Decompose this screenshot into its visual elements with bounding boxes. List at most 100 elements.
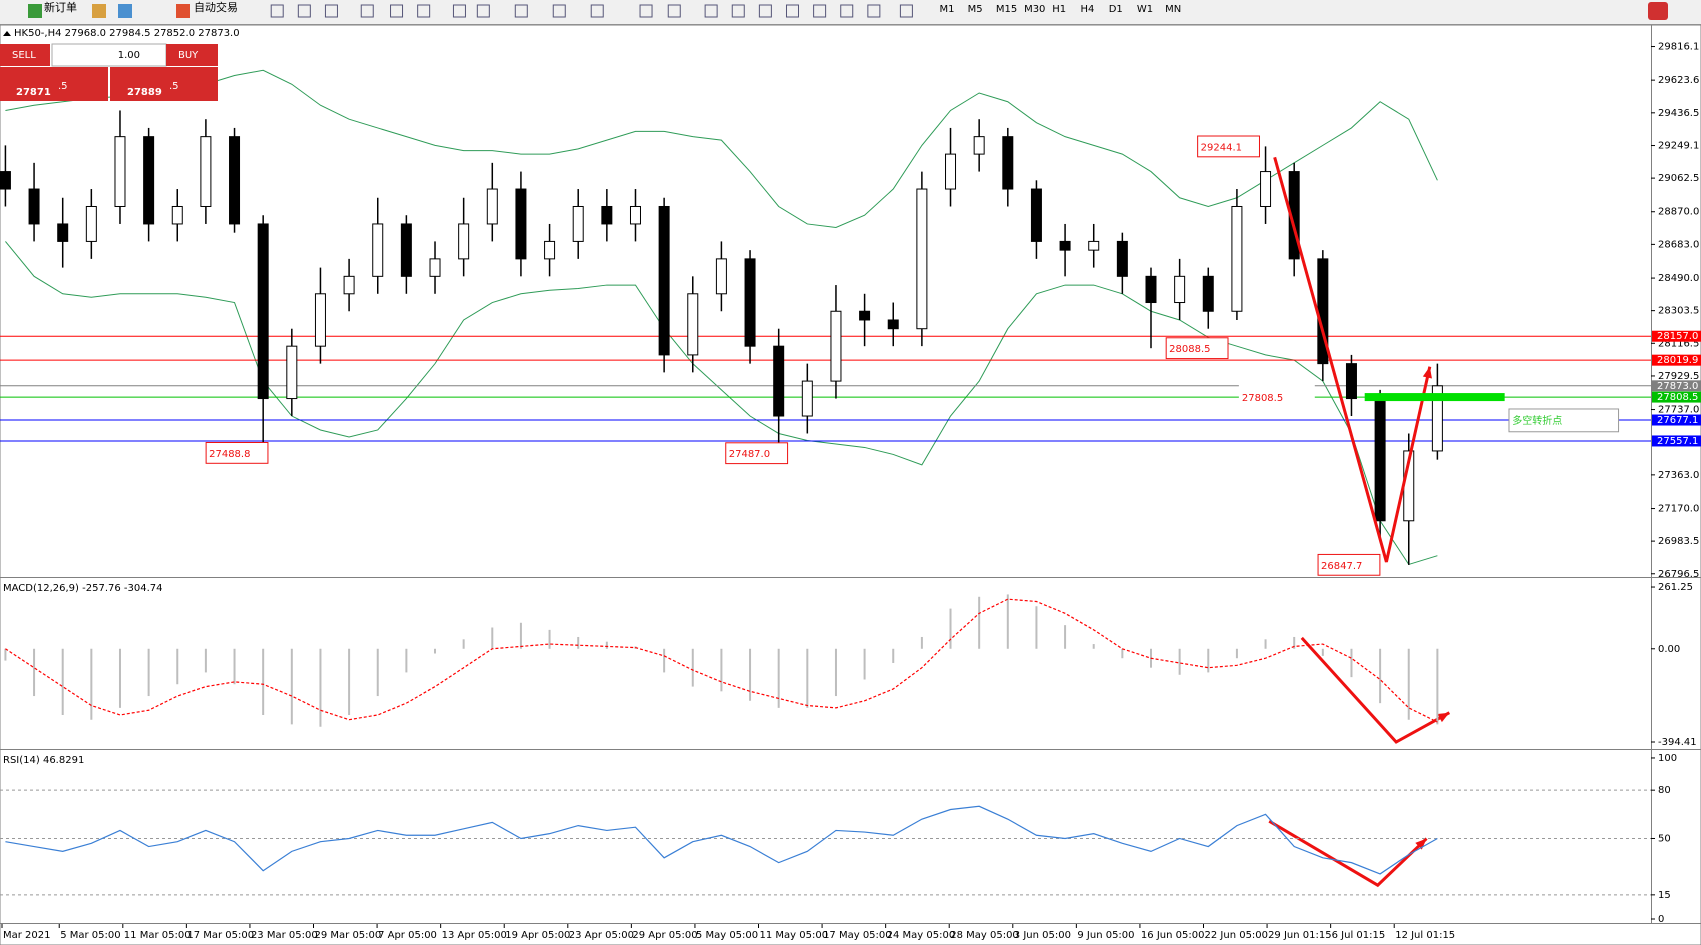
time-label: 29 Mar 05:00 (315, 930, 382, 941)
time-label: 9 Jun 05:00 (1077, 930, 1134, 941)
toolbar-icon[interactable] (639, 4, 653, 18)
timeframe-button[interactable]: H4 (1080, 4, 1094, 15)
time-label: 12 Jul 01:15 (1395, 930, 1455, 941)
macd-arrow (1300, 636, 1451, 744)
toolbar-icon[interactable] (297, 4, 311, 18)
y-tick-label: 27737.0 (1658, 405, 1699, 416)
timeframe-button[interactable]: H1 (1052, 4, 1066, 15)
sell-button[interactable] (0, 44, 50, 66)
time-label: 23 Apr 05:00 (569, 930, 634, 941)
toolbar-icon[interactable] (118, 4, 132, 18)
toolbar-icon[interactable] (704, 4, 718, 18)
candle-body (286, 345, 298, 400)
price-annotation-box (1165, 337, 1229, 360)
toolbar-icon[interactable] (514, 4, 528, 18)
volume-value[interactable]: 1.00 (118, 50, 140, 61)
timeframe-button[interactable]: W1 (1137, 4, 1153, 15)
candle-body (629, 205, 641, 225)
toolbar-icon[interactable] (452, 4, 466, 18)
alert-icon[interactable] (1648, 2, 1668, 20)
y-tick-label: 27929.5 (1658, 371, 1699, 382)
auto-trading-icon[interactable] (176, 4, 190, 18)
time-label: 17 Mar 05:00 (187, 930, 254, 941)
candle-body (257, 223, 269, 400)
buy-label[interactable]: BUY (178, 50, 199, 61)
candle-body (658, 205, 670, 356)
buy-button[interactable] (166, 44, 218, 66)
rsi-line (5, 805, 1438, 875)
candle-body (1374, 398, 1386, 522)
timeframe-button[interactable]: D1 (1109, 4, 1123, 15)
toolbar-icon[interactable] (390, 4, 404, 18)
price-annotation-box (725, 442, 789, 465)
timeframe-button[interactable]: M30 (1024, 4, 1045, 15)
price-annotation-box (205, 441, 269, 464)
y-tick-label: 29623.6 (1658, 75, 1699, 86)
toolbar (0, 0, 1701, 24)
timeframe-button[interactable]: M5 (968, 4, 983, 15)
new-order-icon[interactable] (28, 4, 42, 18)
toolbar-icon[interactable] (476, 4, 490, 18)
candle-body (229, 136, 241, 225)
price-annotation: 26847.7 (1321, 561, 1362, 572)
candle-body (830, 310, 842, 382)
timeframe-button[interactable]: M15 (996, 4, 1017, 15)
toolbar-icon[interactable] (590, 4, 604, 18)
candle-body (859, 310, 871, 321)
toolbar-icon[interactable] (899, 4, 913, 18)
timeframe-button[interactable]: MN (1165, 4, 1181, 15)
toolbar-icon[interactable] (360, 4, 374, 18)
candle-body (57, 223, 69, 242)
toolbar-icon[interactable] (731, 4, 745, 18)
sell-label[interactable]: SELL (12, 50, 36, 61)
toolbar-icon[interactable] (324, 4, 338, 18)
price-level-label: 28019.9 (1657, 355, 1698, 366)
ask-price: 27889 (127, 87, 162, 98)
candle-body (1174, 275, 1186, 304)
price-level-label: 27808.5 (1657, 392, 1698, 403)
candle-body (1231, 205, 1243, 312)
volume-input[interactable] (51, 43, 167, 67)
y-tick-label: 50 (1658, 833, 1671, 844)
time-label: 13 Apr 05:00 (442, 930, 507, 941)
candle-body (715, 258, 727, 295)
rsi-title: RSI(14) 46.8291 (3, 755, 84, 766)
ask-box[interactable] (110, 67, 218, 101)
time-label: 5 Mar 05:00 (60, 930, 120, 941)
toolbar-icon[interactable] (270, 4, 284, 18)
candle-body (400, 223, 412, 277)
y-tick-label: 29816.1 (1658, 42, 1699, 53)
toolbar-icon[interactable] (785, 4, 799, 18)
candle-body (601, 205, 613, 225)
y-tick-label: 28490.0 (1658, 273, 1699, 284)
time-label: 28 May 05:00 (950, 930, 1019, 941)
toolbar-icon[interactable] (92, 4, 106, 18)
toolbar-icon[interactable] (840, 4, 854, 18)
y-tick-label: 28870.0 (1658, 207, 1699, 218)
new-order-button[interactable]: 新订单 (44, 0, 77, 14)
candle-body (1088, 240, 1100, 251)
price-annotation-box (1197, 135, 1260, 158)
timeframe-button[interactable]: M1 (939, 4, 954, 15)
time-label: 17 May 05:00 (823, 930, 892, 941)
toolbar-icon[interactable] (813, 4, 827, 18)
toolbar-icon[interactable] (867, 4, 881, 18)
toolbar-icon[interactable] (552, 4, 566, 18)
price-level-box (1652, 435, 1701, 447)
bid-box[interactable] (0, 67, 108, 101)
macd-signal (5, 598, 1438, 723)
candle-body (85, 205, 97, 242)
toolbar-icon[interactable] (417, 4, 431, 18)
candle-body (143, 136, 155, 225)
toolbar-icon[interactable] (667, 4, 681, 18)
candle-body (544, 240, 556, 260)
price-level-label: 28157.0 (1657, 331, 1698, 342)
toolbar-icon[interactable] (758, 4, 772, 18)
y-tick-label: 80 (1658, 785, 1671, 796)
auto-trading-button[interactable]: 自动交易 (194, 0, 238, 14)
turning-label: 多空转折点 (1512, 414, 1562, 427)
candle-body (973, 136, 985, 155)
candle-body (887, 319, 899, 330)
y-tick-label: 100 (1658, 753, 1677, 764)
